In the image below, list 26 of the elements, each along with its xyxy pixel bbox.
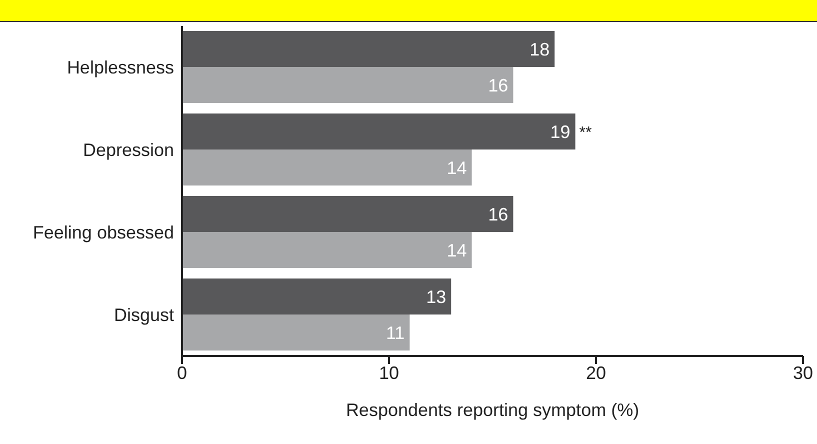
y-tick-label: Disgust (114, 305, 174, 326)
y-tick-label: Feeling obsessed (32, 222, 174, 243)
data-label: 19 (550, 122, 570, 142)
annotation: ** (579, 124, 592, 142)
x-tick-label: 20 (586, 362, 606, 383)
data-label: 14 (446, 158, 467, 178)
bar (182, 30, 555, 67)
x-tick-label: 10 (378, 362, 400, 383)
bar (182, 66, 514, 103)
bar (182, 196, 514, 232)
data-label: 11 (386, 322, 405, 343)
x-tick-label: 0 (176, 362, 188, 383)
y-tick-label: Depression (82, 140, 174, 160)
y-tick-label: Helplessness (66, 58, 174, 78)
bar (182, 278, 452, 314)
x-tick-label: 30 (792, 362, 814, 383)
bar (182, 232, 472, 268)
data-label: 18 (530, 39, 550, 60)
data-label: 13 (426, 286, 446, 307)
x-axis-title: Respondents reporting symptom (%) (346, 400, 640, 420)
bar (182, 149, 472, 186)
data-label: 14 (446, 240, 467, 260)
bar (182, 314, 410, 350)
data-label: 16 (488, 204, 508, 224)
data-label: 16 (488, 75, 508, 96)
bar (182, 113, 576, 150)
